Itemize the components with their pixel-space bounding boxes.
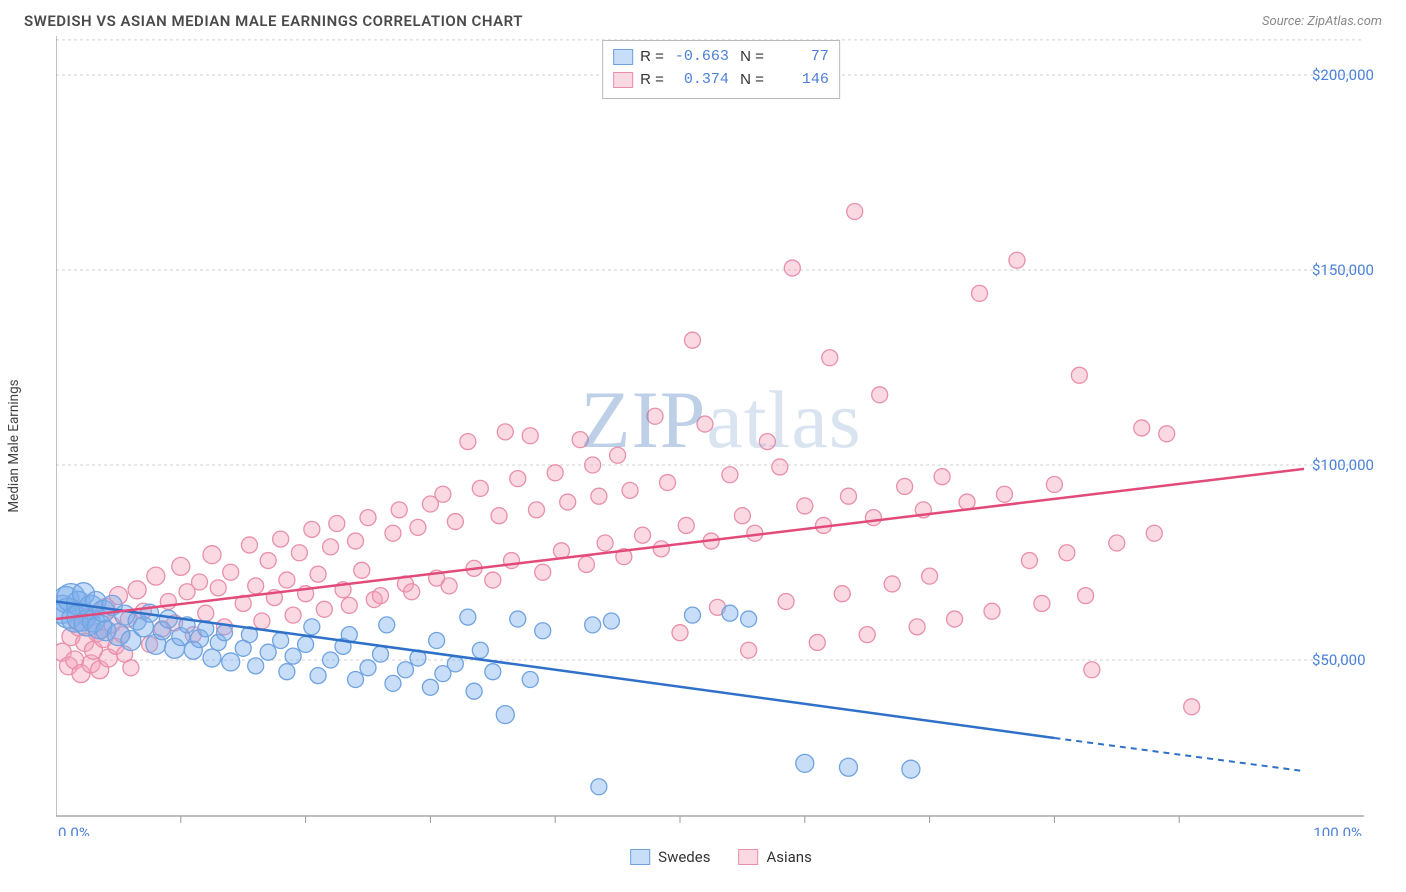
legend-swatch-asians [613, 72, 633, 88]
legend-item-asians: Asians [738, 848, 811, 866]
legend-swatch-swedes-icon [630, 849, 650, 865]
svg-text:100.0%: 100.0% [1313, 824, 1362, 836]
legend-item-swedes: Swedes [630, 848, 710, 866]
svg-text:$150,000: $150,000 [1312, 261, 1374, 279]
legend-row-swedes: R = -0.663 N = 77 [613, 45, 829, 68]
legend-row-asians: R = 0.374 N = 146 [613, 68, 829, 91]
svg-text:$50,000: $50,000 [1312, 651, 1366, 669]
scatter-chart: $50,000 $100,000 $150,000 $200,000 0.0% 100.0… [56, 36, 1376, 836]
chart-source: Source: ZipAtlas.com [1262, 14, 1382, 29]
y-axis-label: Median Male Earnings [6, 379, 22, 512]
series-legend: Swedes Asians [630, 848, 812, 866]
svg-text:$200,000: $200,000 [1312, 66, 1374, 84]
correlation-legend: R = -0.663 N = 77 R = 0.374 N = 146 [602, 40, 840, 99]
chart-header: SWEDISH VS ASIAN MEDIAN MALE EARNINGS CO… [0, 0, 1406, 36]
legend-swatch-swedes [613, 49, 633, 65]
chart-container: $50,000 $100,000 $150,000 $200,000 0.0% 100.0… [56, 36, 1386, 836]
svg-text:$100,000: $100,000 [1312, 456, 1374, 474]
chart-title: SWEDISH VS ASIAN MEDIAN MALE EARNINGS CO… [24, 12, 523, 30]
legend-swatch-asians-icon [738, 849, 758, 865]
svg-text:0.0%: 0.0% [58, 824, 90, 836]
